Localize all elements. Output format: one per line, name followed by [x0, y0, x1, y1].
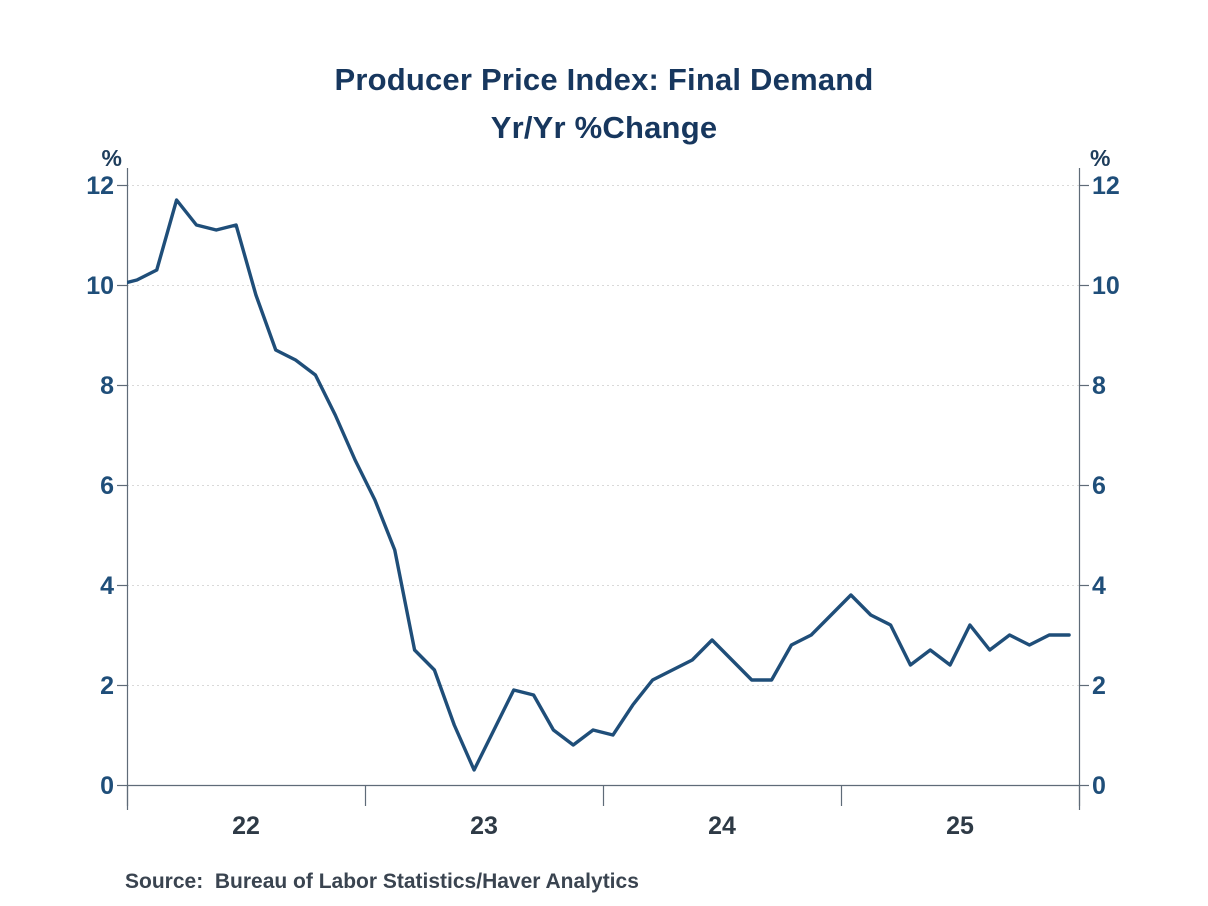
ppi-line-series [127, 198, 1071, 772]
axis-ticks [117, 184, 1089, 806]
y-axis-unit-left: % [101, 145, 122, 171]
gridlines [127, 185, 1079, 686]
y-tick-label-0: 0 [100, 772, 114, 800]
y-tick-label-4: 4 [100, 572, 114, 600]
y-tick-label-10: 10 [86, 272, 114, 300]
y-tick-label-10: 10 [1092, 272, 1120, 300]
y-tick-label-6: 6 [100, 472, 114, 500]
y-tick-label-8: 8 [1092, 372, 1106, 400]
y-tick-label-4: 4 [1092, 572, 1106, 600]
y-axis-unit-right: % [1090, 145, 1111, 171]
x-tick-label-23: 23 [470, 812, 498, 840]
y-tick-label-8: 8 [100, 372, 114, 400]
chart-subtitle: Yr/Yr %Change [490, 110, 718, 145]
source-caption: Source: Bureau of Labor Statistics/Haver… [125, 870, 639, 893]
chart-title: Producer Price Index: Final Demand [334, 62, 874, 97]
y-tick-label-6: 6 [1092, 472, 1106, 500]
x-tick-label-24: 24 [708, 812, 736, 840]
chart-title-block: Producer Price Index: Final Demand Yr/Yr… [0, 56, 1208, 152]
y-tick-label-12: 12 [86, 172, 114, 200]
y-tick-label-2: 2 [1092, 672, 1106, 700]
x-tick-label-25: 25 [946, 812, 974, 840]
axis-frame [126, 168, 1081, 810]
y-tick-label-0: 0 [1092, 772, 1106, 800]
x-tick-label-22: 22 [232, 812, 260, 840]
y-tick-label-12: 12 [1092, 172, 1120, 200]
y-tick-label-2: 2 [100, 672, 114, 700]
